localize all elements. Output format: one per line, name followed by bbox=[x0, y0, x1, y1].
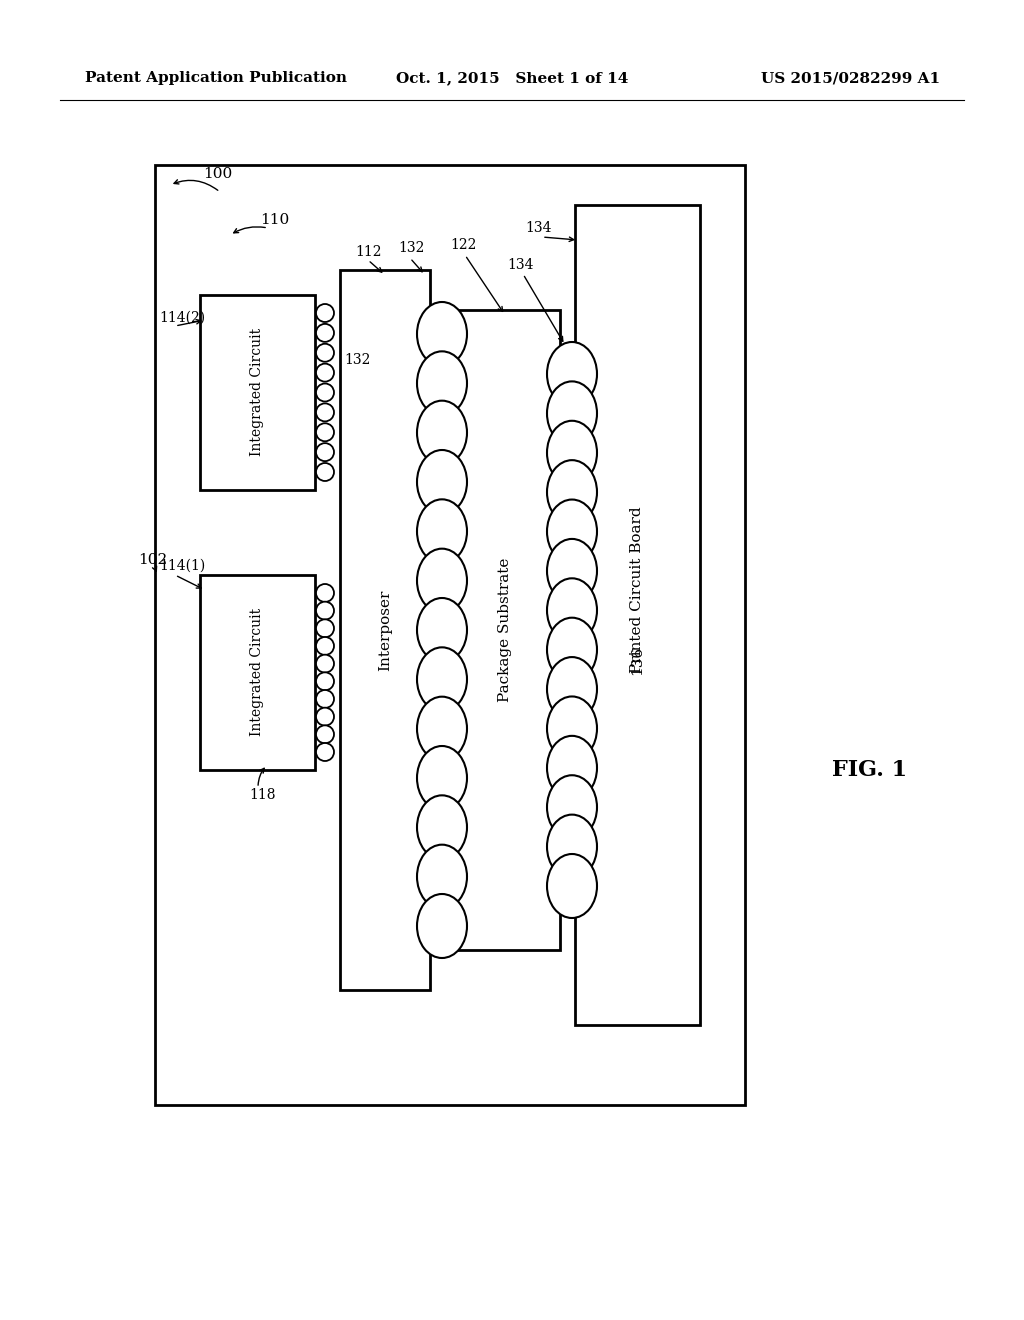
Text: 136: 136 bbox=[630, 645, 644, 675]
Ellipse shape bbox=[417, 598, 467, 663]
Text: Integrated Circuit: Integrated Circuit bbox=[250, 327, 264, 457]
Circle shape bbox=[316, 690, 334, 708]
Circle shape bbox=[316, 424, 334, 441]
Bar bbox=[200, 294, 315, 490]
Circle shape bbox=[316, 725, 334, 743]
Circle shape bbox=[316, 323, 334, 342]
Text: 132: 132 bbox=[398, 242, 424, 255]
Bar bbox=[340, 271, 430, 990]
Ellipse shape bbox=[547, 539, 597, 603]
Circle shape bbox=[316, 463, 334, 480]
Text: Oct. 1, 2015   Sheet 1 of 14: Oct. 1, 2015 Sheet 1 of 14 bbox=[396, 71, 628, 84]
Ellipse shape bbox=[417, 401, 467, 465]
Ellipse shape bbox=[417, 894, 467, 958]
Text: 110: 110 bbox=[260, 213, 289, 227]
Circle shape bbox=[316, 363, 334, 381]
Circle shape bbox=[316, 708, 334, 726]
Text: 122: 122 bbox=[450, 238, 476, 252]
Bar bbox=[155, 165, 745, 1105]
Ellipse shape bbox=[417, 549, 467, 612]
Text: 132: 132 bbox=[344, 352, 371, 367]
Ellipse shape bbox=[417, 697, 467, 760]
Bar bbox=[200, 576, 315, 770]
Ellipse shape bbox=[417, 746, 467, 810]
Ellipse shape bbox=[547, 697, 597, 760]
Ellipse shape bbox=[547, 461, 597, 524]
Text: Interposer: Interposer bbox=[378, 589, 392, 671]
Bar bbox=[575, 205, 700, 1026]
Circle shape bbox=[316, 619, 334, 638]
Circle shape bbox=[316, 672, 334, 690]
Ellipse shape bbox=[547, 381, 597, 445]
Bar bbox=[450, 310, 560, 950]
Ellipse shape bbox=[547, 775, 597, 840]
Ellipse shape bbox=[547, 578, 597, 643]
Text: 114(1): 114(1) bbox=[159, 558, 205, 573]
Ellipse shape bbox=[417, 796, 467, 859]
Circle shape bbox=[316, 638, 334, 655]
Text: 118: 118 bbox=[249, 788, 275, 803]
Text: 114(2): 114(2) bbox=[159, 312, 205, 325]
Ellipse shape bbox=[547, 618, 597, 681]
Ellipse shape bbox=[547, 657, 597, 721]
Text: 134: 134 bbox=[507, 257, 534, 272]
Ellipse shape bbox=[547, 854, 597, 917]
Ellipse shape bbox=[417, 499, 467, 564]
Circle shape bbox=[316, 655, 334, 673]
Text: Package Substrate: Package Substrate bbox=[498, 558, 512, 702]
Ellipse shape bbox=[417, 302, 467, 366]
Text: Integrated Circuit: Integrated Circuit bbox=[250, 609, 264, 737]
Ellipse shape bbox=[547, 499, 597, 564]
Ellipse shape bbox=[547, 735, 597, 800]
Circle shape bbox=[316, 583, 334, 602]
Ellipse shape bbox=[417, 845, 467, 908]
Circle shape bbox=[316, 404, 334, 421]
Text: 102: 102 bbox=[138, 553, 167, 568]
Circle shape bbox=[316, 602, 334, 619]
Circle shape bbox=[316, 384, 334, 401]
Ellipse shape bbox=[547, 421, 597, 484]
Text: Printed Circuit Board: Printed Circuit Board bbox=[630, 507, 644, 673]
Ellipse shape bbox=[417, 647, 467, 711]
Circle shape bbox=[316, 343, 334, 362]
Ellipse shape bbox=[417, 450, 467, 513]
Text: Patent Application Publication: Patent Application Publication bbox=[85, 71, 347, 84]
Text: 134: 134 bbox=[525, 220, 552, 235]
Text: 100: 100 bbox=[203, 168, 232, 181]
Text: FIG. 1: FIG. 1 bbox=[833, 759, 907, 781]
Circle shape bbox=[316, 304, 334, 322]
Ellipse shape bbox=[547, 814, 597, 879]
Text: 112: 112 bbox=[355, 246, 382, 259]
Circle shape bbox=[316, 743, 334, 762]
Ellipse shape bbox=[547, 342, 597, 407]
Text: US 2015/0282299 A1: US 2015/0282299 A1 bbox=[761, 71, 940, 84]
Circle shape bbox=[316, 444, 334, 461]
Ellipse shape bbox=[417, 351, 467, 416]
